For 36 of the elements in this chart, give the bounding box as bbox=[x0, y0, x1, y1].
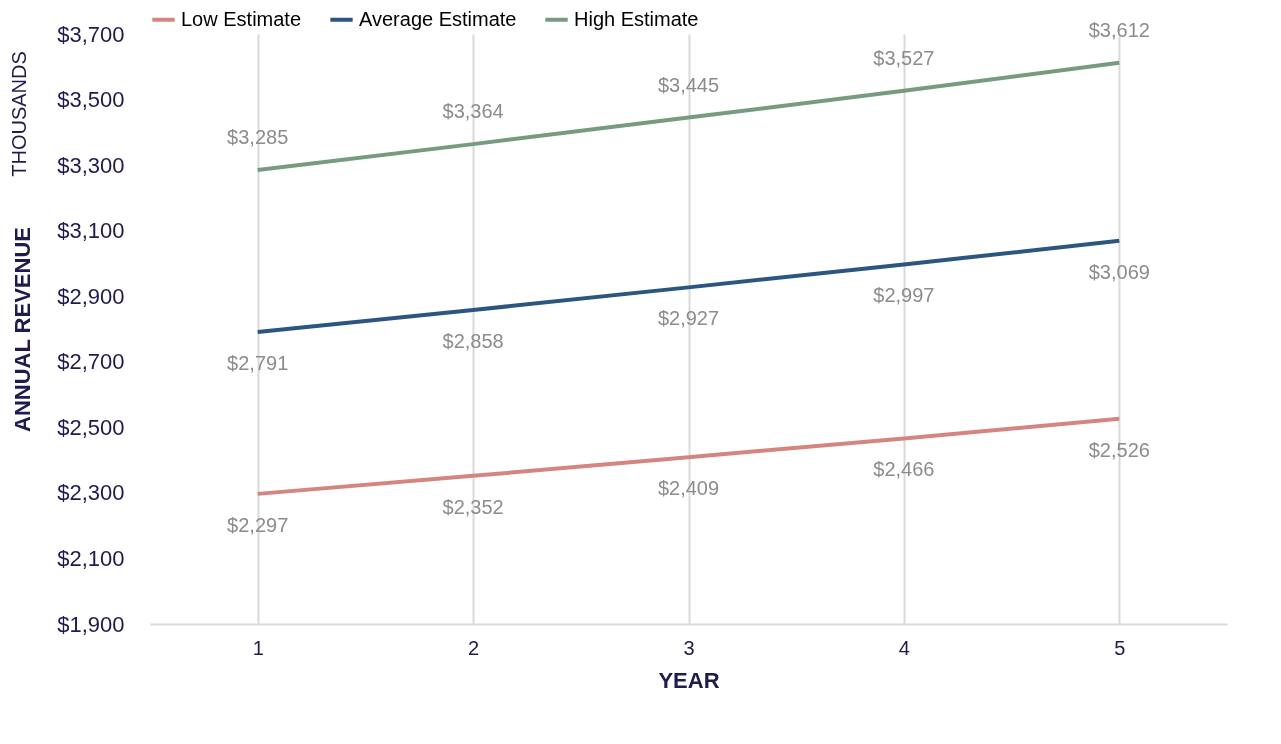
data-label: $3,364 bbox=[442, 100, 504, 123]
y-tick-label: $3,300 bbox=[57, 152, 125, 178]
y-axis-title: ANNUAL REVENUE bbox=[10, 227, 36, 432]
legend-label: Average Estimate bbox=[359, 7, 517, 30]
x-tick-label: 2 bbox=[468, 636, 480, 659]
y-tick-label: $2,700 bbox=[57, 349, 125, 375]
x-tick-label: 5 bbox=[1114, 636, 1126, 659]
data-label: $2,927 bbox=[657, 307, 720, 330]
y-tick-label: $2,300 bbox=[57, 480, 125, 506]
y-tick-label: $2,900 bbox=[57, 283, 125, 309]
y-tick-label: $3,500 bbox=[57, 87, 125, 113]
x-tick-label: 3 bbox=[683, 636, 695, 659]
y-tick-label: $3,100 bbox=[57, 218, 125, 244]
data-label: $2,791 bbox=[227, 351, 289, 374]
legend-label: Low Estimate bbox=[181, 7, 302, 30]
x-axis-title: YEAR bbox=[658, 667, 720, 693]
data-label: $2,997 bbox=[873, 284, 935, 307]
data-label: $3,069 bbox=[1088, 260, 1150, 283]
data-label: $3,527 bbox=[873, 46, 935, 69]
x-tick-label: 1 bbox=[252, 636, 264, 659]
data-label: $2,526 bbox=[1088, 438, 1150, 461]
data-label: $2,352 bbox=[442, 495, 504, 518]
data-label: $2,409 bbox=[657, 477, 720, 500]
x-tick-label: 4 bbox=[898, 636, 910, 659]
data-label: $3,445 bbox=[657, 73, 720, 96]
y-tick-label: $2,500 bbox=[57, 414, 125, 440]
data-label: $3,612 bbox=[1088, 18, 1150, 41]
data-label: $2,858 bbox=[442, 329, 504, 352]
y-tick-label: $1,900 bbox=[57, 611, 125, 637]
data-label: $2,297 bbox=[227, 513, 289, 536]
legend-label: High Estimate bbox=[574, 7, 699, 30]
data-label: $3,285 bbox=[227, 126, 289, 149]
data-label: $2,466 bbox=[873, 458, 935, 481]
y-tick-label: $2,100 bbox=[57, 545, 125, 571]
y-tick-label: $3,700 bbox=[57, 21, 125, 47]
text: THOUSANDS bbox=[8, 51, 30, 177]
